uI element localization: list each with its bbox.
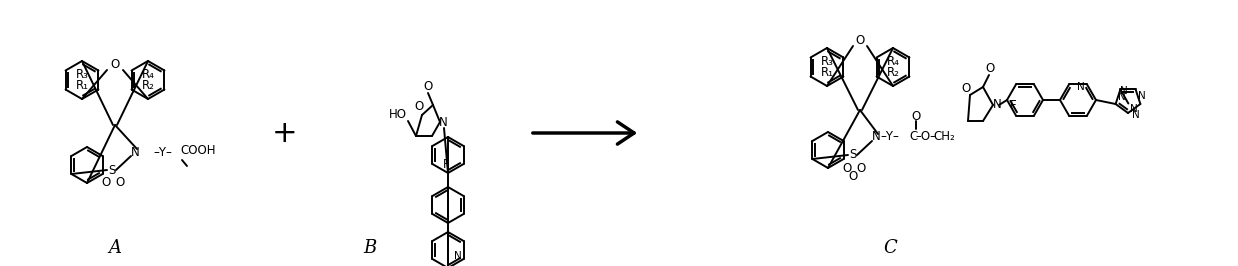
Text: –Y–: –Y–	[880, 131, 900, 143]
Text: O: O	[842, 161, 852, 174]
Text: R₄: R₄	[141, 68, 155, 81]
Text: N: N	[454, 251, 462, 261]
Text: O: O	[102, 177, 110, 189]
Text: N: N	[1139, 91, 1146, 101]
Text: N: N	[1118, 93, 1127, 102]
Text: O: O	[848, 171, 858, 184]
Text: R₃: R₃	[821, 55, 833, 68]
Text: O: O	[911, 110, 921, 123]
Text: +: +	[272, 118, 298, 148]
Text: C: C	[883, 239, 896, 257]
Text: O: O	[857, 161, 865, 174]
Text: O: O	[415, 101, 423, 114]
Text: O: O	[423, 81, 432, 94]
Text: O: O	[110, 59, 120, 72]
Text: O: O	[962, 82, 971, 95]
Text: N: N	[1130, 105, 1138, 114]
Text: R₂: R₂	[886, 66, 900, 79]
Text: R₂: R₂	[141, 79, 155, 92]
Text: –O–: –O–	[915, 131, 936, 143]
Text: B: B	[364, 239, 376, 257]
Text: C: C	[910, 131, 919, 143]
Text: A: A	[109, 239, 121, 257]
Text: N: N	[1120, 86, 1128, 97]
Text: R₄: R₄	[886, 55, 900, 68]
Text: N: N	[438, 115, 447, 128]
Text: O: O	[115, 177, 125, 189]
Text: N: N	[131, 146, 140, 159]
FancyArrowPatch shape	[532, 122, 634, 144]
Text: COOH: COOH	[180, 143, 215, 156]
Text: R₃: R₃	[76, 68, 88, 81]
Text: O: O	[855, 34, 864, 47]
Text: N: N	[1132, 110, 1140, 120]
Text: S: S	[108, 164, 115, 177]
Text: HO: HO	[389, 107, 407, 120]
Text: N: N	[1077, 82, 1084, 92]
Text: F: F	[442, 157, 449, 171]
Text: CH₂: CH₂	[933, 131, 954, 143]
Text: S: S	[849, 148, 857, 161]
Text: N: N	[872, 131, 880, 143]
Text: O: O	[985, 63, 994, 76]
Text: –Y–: –Y–	[154, 146, 172, 159]
Text: R₁: R₁	[76, 79, 88, 92]
Text: F: F	[1010, 99, 1016, 112]
Text: R₁: R₁	[821, 66, 833, 79]
Text: N: N	[993, 98, 1002, 111]
